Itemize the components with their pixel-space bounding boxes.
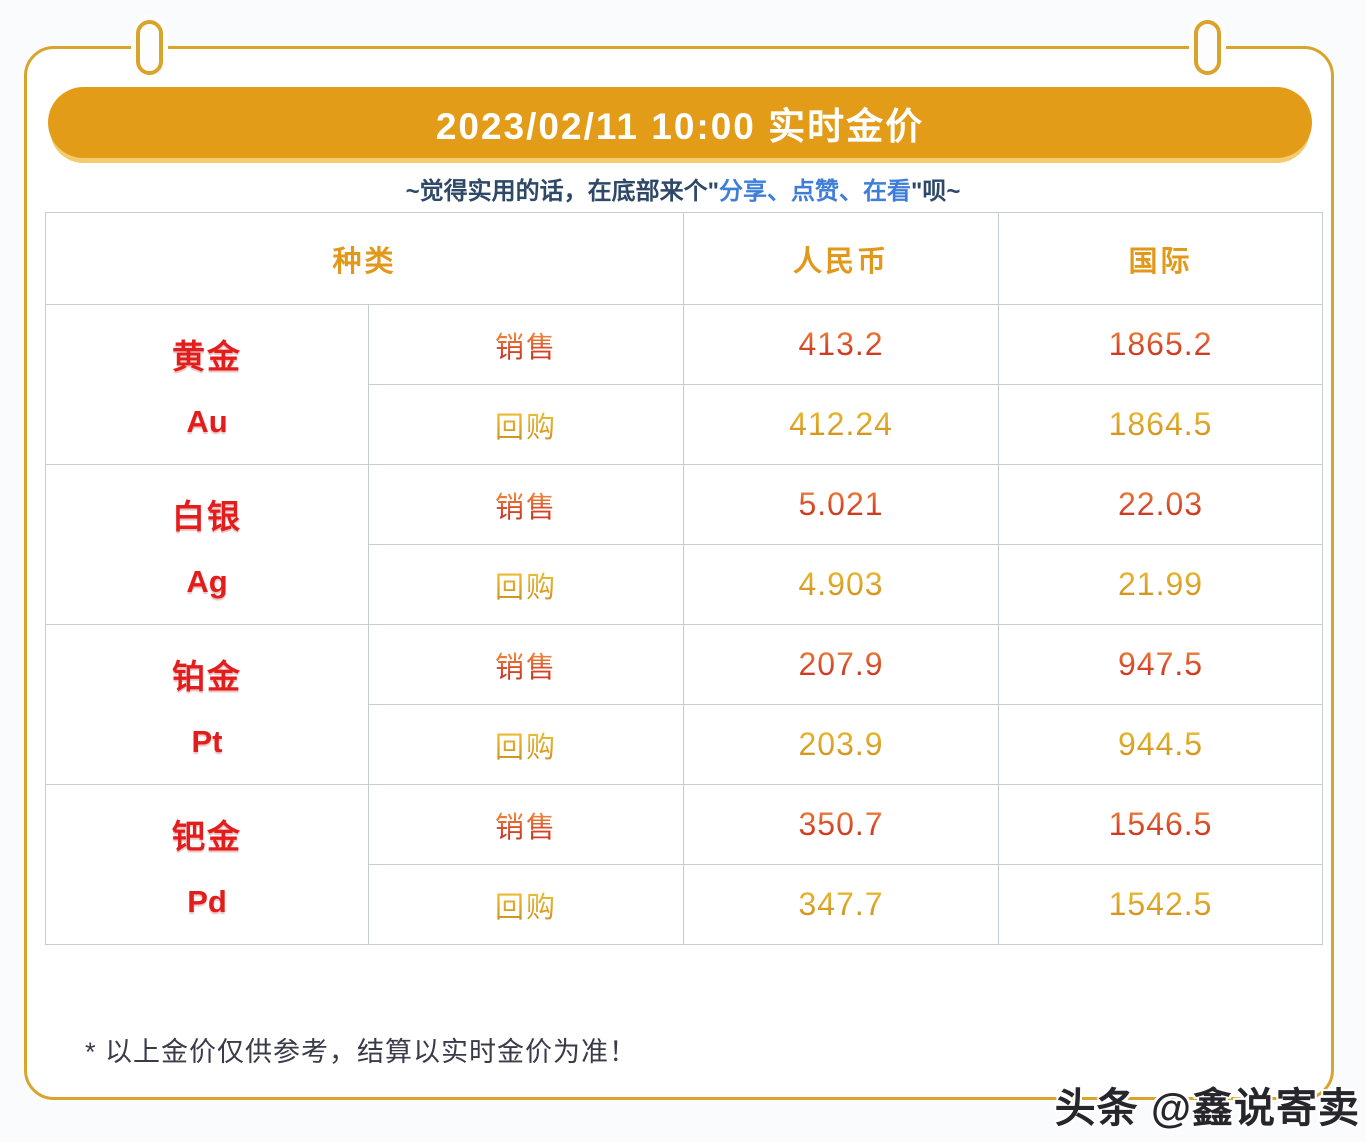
price-intl-cell: 22.03 <box>998 464 1324 545</box>
price-intl: 947.5 <box>1117 646 1204 682</box>
price-cny: 5.021 <box>798 486 884 522</box>
footnote: * 以上金价仅供参考，结算以实时金价为准！ <box>85 1037 638 1067</box>
binder-ring-left-icon <box>136 20 163 75</box>
trade-type-label: 回购 <box>495 411 558 444</box>
trade-type-label-cell: 销售 <box>367 304 685 385</box>
price-cny: 347.7 <box>798 886 884 922</box>
price-intl: 21.99 <box>1117 566 1204 602</box>
binder-ring-right-icon <box>1194 20 1221 75</box>
metal-symbol: Ag <box>186 563 228 599</box>
col-header-category: 种类 <box>44 212 685 305</box>
price-table: 种类 人民币 国际 黄金 Au 销售 413.2 1865.2 回购 412.24 1864.… <box>44 212 1324 945</box>
trade-type-label-cell: 销售 <box>367 464 685 545</box>
col-header-cny: 人民币 <box>683 212 1000 305</box>
metal-name-cell: 铂金 Pt <box>45 624 369 785</box>
trade-type-label-cell: 回购 <box>367 704 685 785</box>
price-cny: 4.903 <box>798 566 884 602</box>
price-intl-cell: 1865.2 <box>998 304 1324 385</box>
page-title: 2023/02/11 10:00 实时金价 <box>435 105 925 147</box>
price-cny: 412.24 <box>789 406 893 442</box>
table-row: 黄金 Au 销售 413.2 1865.2 <box>45 304 1324 465</box>
trade-type-label: 回购 <box>495 731 558 764</box>
table-row: 回购 412.24 1864.5 <box>46 384 1324 465</box>
trade-type-label-cell: 回购 <box>367 864 685 945</box>
metal-symbol: Pt <box>191 723 223 759</box>
trade-type-label-cell: 回购 <box>367 544 685 625</box>
table-row: 回购 203.9 944.5 <box>46 704 1324 785</box>
subtitle-suffix: "呗~ <box>911 178 961 205</box>
table-header-row: 种类 人民币 国际 <box>44 212 1324 305</box>
price-intl: 944.5 <box>1117 726 1204 762</box>
table-row: 钯金 Pd 销售 350.7 1546.5 <box>45 784 1324 945</box>
title-banner: 2023/02/11 10:00 实时金价 <box>48 87 1312 158</box>
price-cny-cell: 347.7 <box>683 864 1000 945</box>
price-intl-cell: 947.5 <box>998 624 1324 705</box>
trade-type-label-cell: 回购 <box>367 384 685 465</box>
trade-type-label-cell: 销售 <box>367 784 685 865</box>
price-cny: 413.2 <box>798 326 884 362</box>
metal-name: 白银 <box>172 497 242 535</box>
metal-name-cell: 白银 Ag <box>45 464 369 625</box>
price-intl: 1542.5 <box>1108 886 1213 922</box>
subtitle-prefix: ~觉得实用的话，在底部来个" <box>405 178 719 205</box>
price-intl-cell: 21.99 <box>998 544 1324 625</box>
price-cny-cell: 5.021 <box>683 464 1000 545</box>
price-intl-cell: 1864.5 <box>998 384 1324 465</box>
metal-name: 钯金 <box>172 817 242 855</box>
price-table-body: 黄金 Au 销售 413.2 1865.2 回购 412.24 1864.5 白银 Ag 销售 5.0… <box>45 304 1324 945</box>
metal-name-cell: 黄金 Au <box>45 304 369 465</box>
price-intl-cell: 944.5 <box>998 704 1324 785</box>
metal-name: 黄金 <box>172 337 242 375</box>
metal-symbol: Pd <box>187 883 227 919</box>
price-intl: 1864.5 <box>1108 406 1213 442</box>
subtitle: ~觉得实用的话，在底部来个"分享、点赞、在看"呗~ <box>0 171 1366 206</box>
price-cny: 350.7 <box>798 806 884 842</box>
price-cny-cell: 413.2 <box>683 304 1000 385</box>
watermark: 头条 @鑫说寄卖 <box>1054 1085 1360 1131</box>
price-cny-cell: 203.9 <box>683 704 1000 785</box>
price-intl-cell: 1542.5 <box>998 864 1324 945</box>
price-intl-cell: 1546.5 <box>998 784 1324 865</box>
trade-type-label: 销售 <box>495 331 558 364</box>
subtitle-highlight: 分享、点赞、在看 <box>719 178 911 205</box>
price-intl: 1865.2 <box>1108 326 1213 362</box>
trade-type-label-cell: 销售 <box>367 624 685 705</box>
metal-name-cell: 钯金 Pd <box>45 784 369 945</box>
table-row: 铂金 Pt 销售 207.9 947.5 <box>45 624 1324 785</box>
price-intl: 1546.5 <box>1108 806 1213 842</box>
price-cny-cell: 350.7 <box>683 784 1000 865</box>
col-header-intl: 国际 <box>998 212 1324 305</box>
price-cny: 203.9 <box>798 726 884 762</box>
price-cny-cell: 412.24 <box>683 384 1000 465</box>
trade-type-label: 销售 <box>495 811 558 844</box>
price-cny-cell: 207.9 <box>683 624 1000 705</box>
trade-type-label: 回购 <box>495 571 558 604</box>
trade-type-label: 销售 <box>495 651 558 684</box>
metal-symbol: Au <box>186 403 228 439</box>
price-cny-cell: 4.903 <box>683 544 1000 625</box>
trade-type-label: 销售 <box>495 491 558 524</box>
table-row: 白银 Ag 销售 5.021 22.03 <box>45 464 1324 625</box>
trade-type-label: 回购 <box>495 891 558 924</box>
price-cny: 207.9 <box>798 646 884 682</box>
table-row: 回购 4.903 21.99 <box>46 544 1324 625</box>
table-row: 回购 347.7 1542.5 <box>46 864 1324 945</box>
metal-name: 铂金 <box>172 657 242 695</box>
price-intl: 22.03 <box>1117 486 1204 522</box>
